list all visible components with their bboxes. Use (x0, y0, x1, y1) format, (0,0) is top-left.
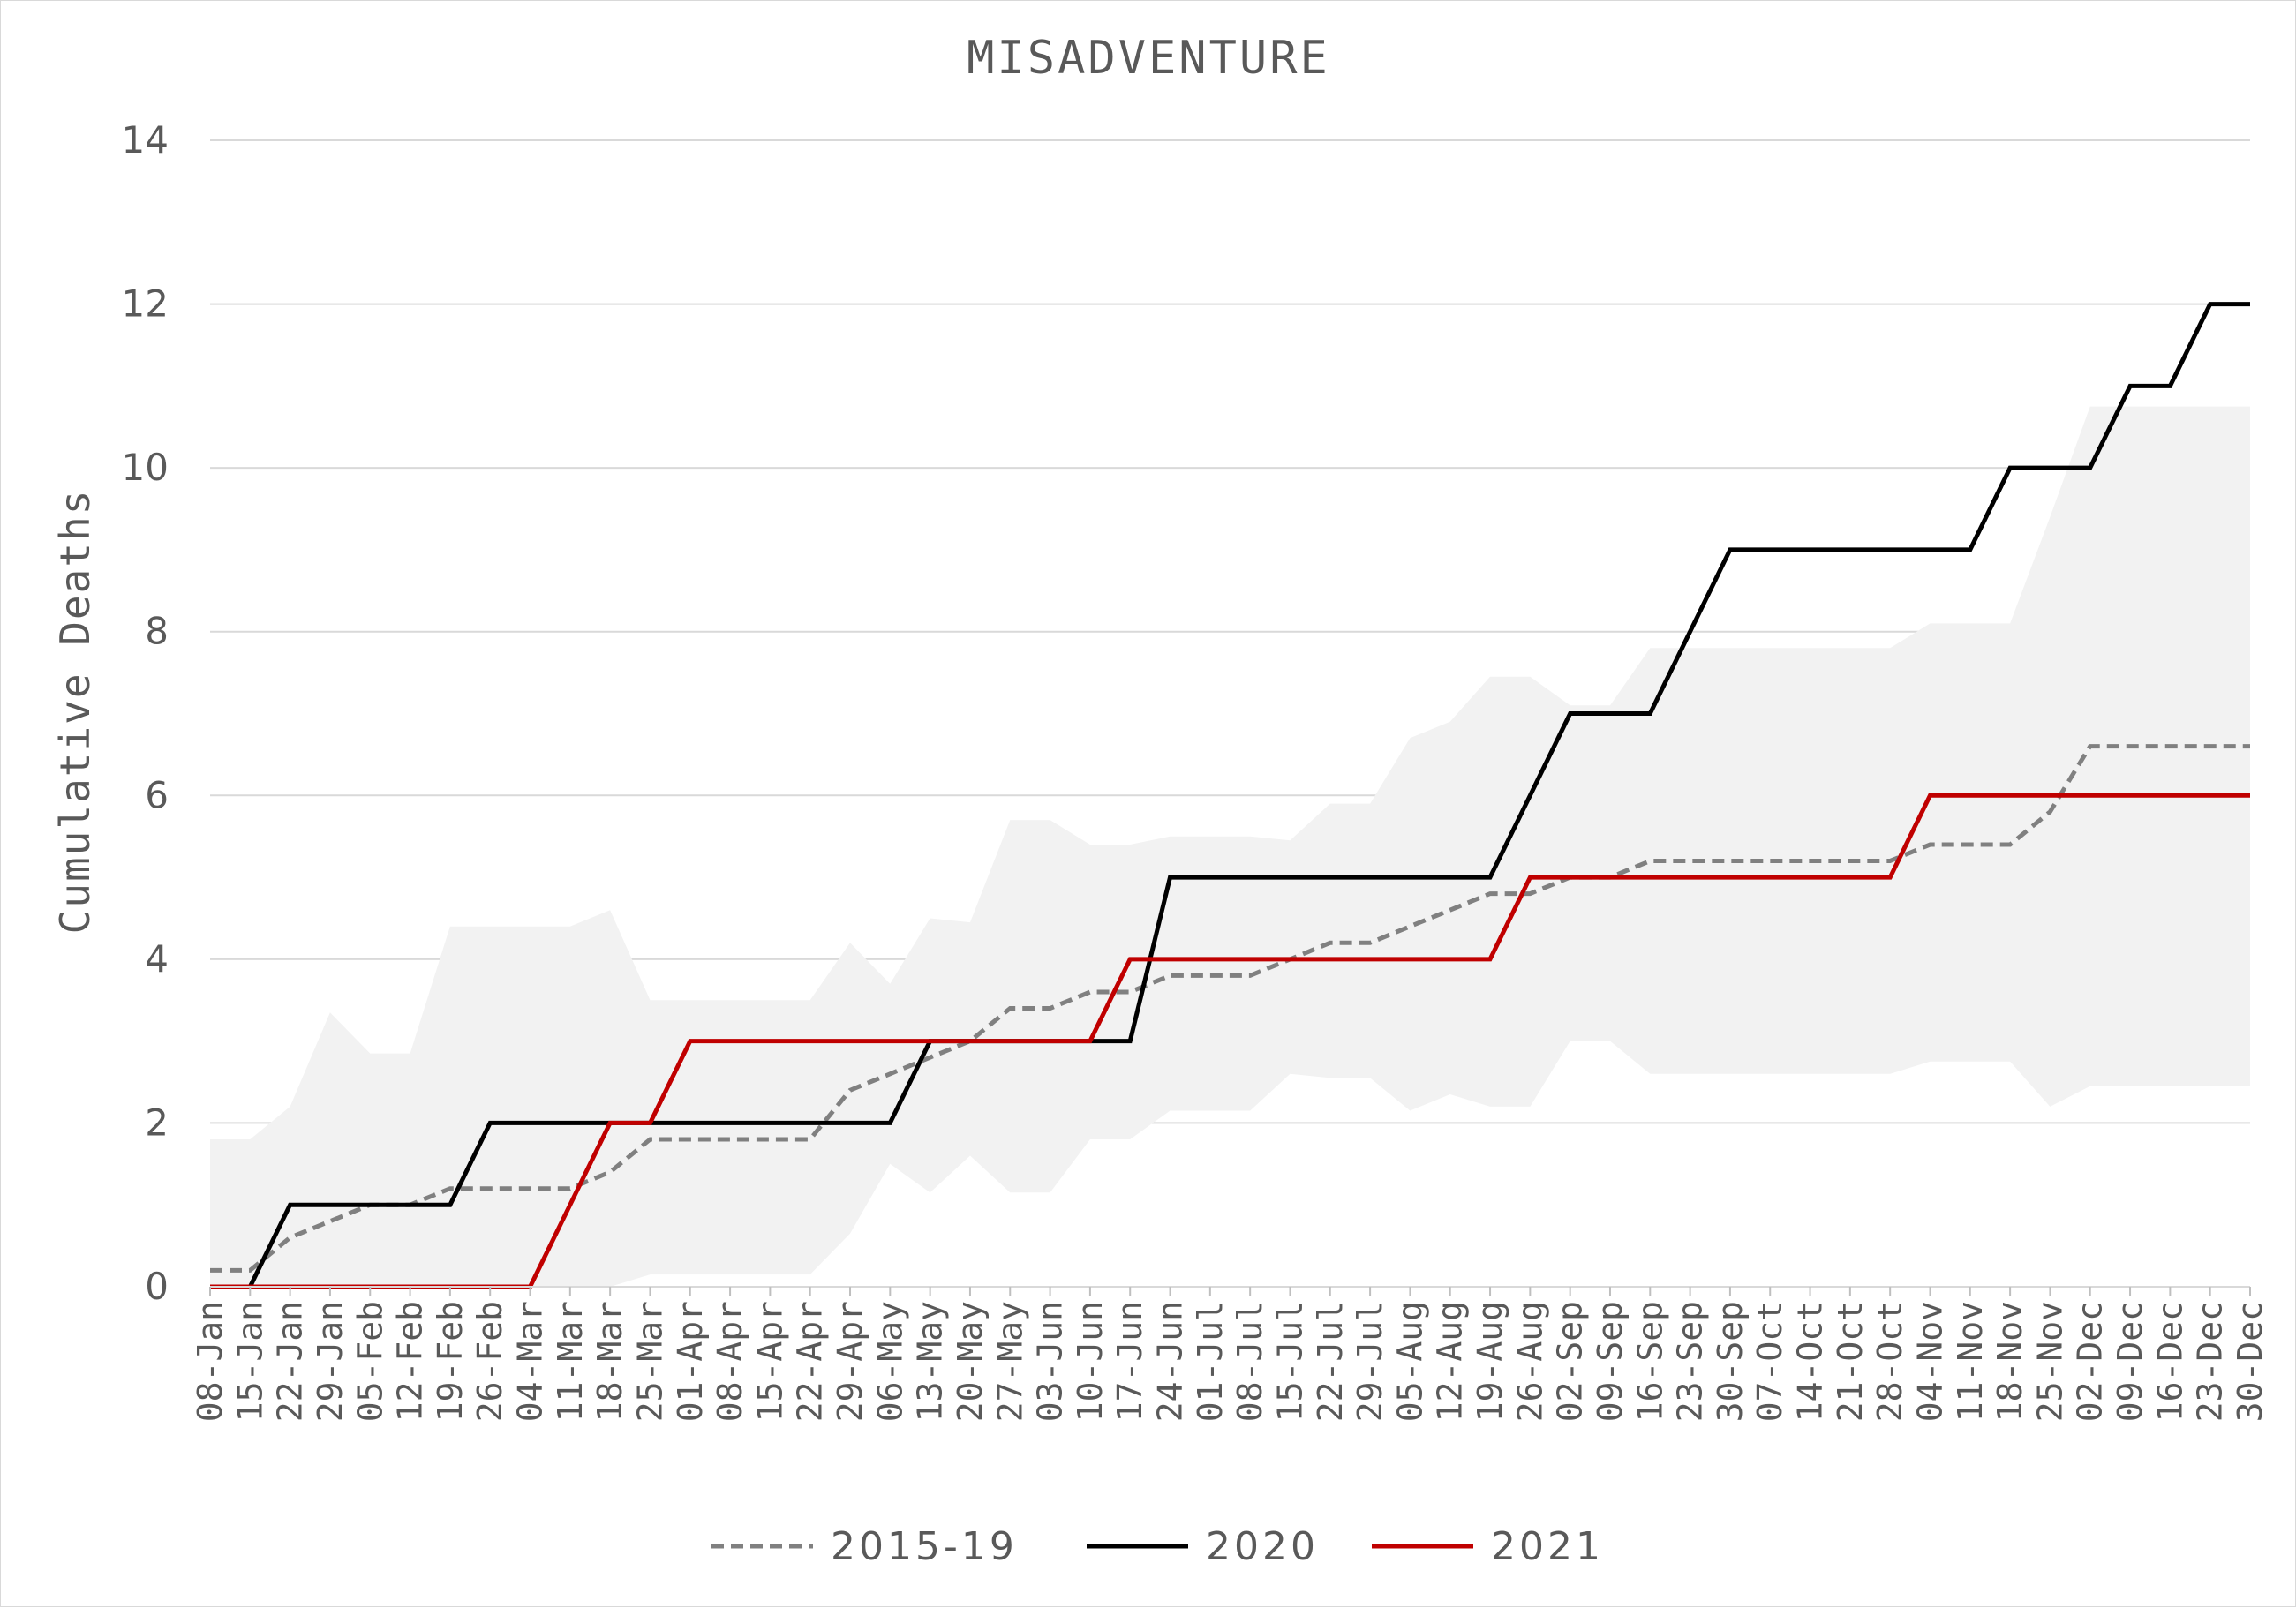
x-tick-label: 10-Jun (1071, 1301, 1110, 1422)
x-tick-label: 08-Jan (191, 1301, 230, 1422)
x-tick-label: 18-Mar (591, 1301, 629, 1422)
x-tick-label: 11-Mar (551, 1301, 590, 1422)
x-tick-label: 08-Jul (1231, 1301, 1269, 1422)
y-tick-label: 14 (122, 118, 169, 162)
x-tick-label: 15-Apr (750, 1301, 789, 1422)
x-tick-label: 23-Dec (2191, 1301, 2230, 1422)
x-tick-label: 07-Oct (1750, 1301, 1789, 1422)
x-tick-label: 29-Jul (1351, 1301, 1389, 1422)
x-tick-label: 23-Sep (1671, 1301, 1710, 1422)
x-tick-label: 18-Nov (1991, 1301, 2029, 1422)
x-tick-label: 12-Feb (391, 1301, 430, 1422)
x-tick-label: 26-Aug (1510, 1301, 1549, 1422)
series-line-2015-19 (210, 744, 2250, 1273)
x-tick-label: 22-Apr (791, 1301, 830, 1422)
x-tick-label: 26-Feb (470, 1301, 509, 1422)
axis-layer: 0 2 4 6 8 10 12 14 08-Jan 15-Jan 22-Jan 29-Jan 05-Fe… (122, 118, 2270, 1422)
chart-title: MISADVENTURE (967, 32, 1330, 85)
series-line-2021 (210, 793, 2250, 1289)
y-tick-label: 4 (145, 937, 169, 981)
x-tick-label: 02-Dec (2071, 1301, 2110, 1422)
x-tick-label: 15-Jul (1271, 1301, 1310, 1422)
legend: 2015-19 2020 2021 (711, 1524, 1604, 1569)
legend-label-2020: 2020 (1206, 1524, 1319, 1569)
x-tick-label: 28-Oct (1871, 1301, 1909, 1422)
series-line-2020 (210, 302, 2250, 1289)
y-tick-label: 12 (122, 282, 169, 326)
x-tick-label: 12-Aug (1431, 1301, 1470, 1422)
range-band-layer (210, 406, 2250, 1288)
y-tick-label: 8 (145, 610, 169, 653)
x-tick-label: 14-Oct (1791, 1301, 1830, 1422)
x-tick-label: 08-Apr (711, 1301, 749, 1422)
x-tick-label: 30-Sep (1711, 1301, 1750, 1422)
x-tick-label: 01-Jul (1191, 1301, 1230, 1422)
x-tick-label: 11-Nov (1951, 1301, 1990, 1422)
x-tick-label: 30-Dec (2231, 1301, 2270, 1422)
x-tick-label: 16-Dec (2150, 1301, 2189, 1422)
y-tick-label: 0 (145, 1265, 169, 1308)
x-tick-label: 04-Nov (1911, 1301, 1950, 1422)
x-tick-label: 16-Sep (1630, 1301, 1669, 1422)
x-tick-label: 02-Sep (1551, 1301, 1590, 1422)
y-tick-label: 2 (145, 1101, 169, 1144)
range-band (210, 406, 2250, 1288)
x-tick-label: 24-Jun (1151, 1301, 1190, 1422)
x-tick-label: 29-Apr (831, 1301, 869, 1422)
y-axis-label: Cumulative Deaths (51, 489, 99, 935)
x-tick-label: 22-Jan (271, 1301, 310, 1422)
x-tick-label: 25-Mar (631, 1301, 670, 1422)
x-tick-label: 15-Jan (230, 1301, 269, 1422)
x-tick-label: 29-Jan (311, 1301, 350, 1422)
legend-label-2015-19: 2015-19 (831, 1524, 1018, 1569)
x-tick-label: 19-Aug (1471, 1301, 1509, 1422)
x-tick-label: 19-Feb (431, 1301, 470, 1422)
x-tick-label: 05-Aug (1390, 1301, 1429, 1422)
legend-label-2021: 2021 (1491, 1524, 1604, 1569)
x-tick-label: 06-May (870, 1301, 909, 1422)
y-tick-label: 6 (145, 773, 169, 816)
x-tick-label: 17-Jun (1110, 1301, 1149, 1422)
x-tick-label: 27-May (990, 1301, 1029, 1422)
x-tick-label: 22-Jul (1311, 1301, 1350, 1422)
x-tick-label: 09-Sep (1591, 1301, 1630, 1422)
y-tick-label: 10 (122, 446, 169, 489)
x-tick-label: 05-Feb (350, 1301, 389, 1422)
series-layer (210, 302, 2250, 1289)
x-tick-label: 20-May (951, 1301, 990, 1422)
x-tick-label: 13-May (911, 1301, 950, 1422)
x-tick-label: 03-Jun (1031, 1301, 1070, 1422)
x-tick-label: 09-Dec (2111, 1301, 2149, 1422)
x-tick-label: 21-Oct (1831, 1301, 1870, 1422)
x-tick-label: 01-Apr (671, 1301, 710, 1422)
x-tick-label: 25-Nov (2030, 1301, 2069, 1422)
x-tick-label: 04-Mar (511, 1301, 550, 1422)
